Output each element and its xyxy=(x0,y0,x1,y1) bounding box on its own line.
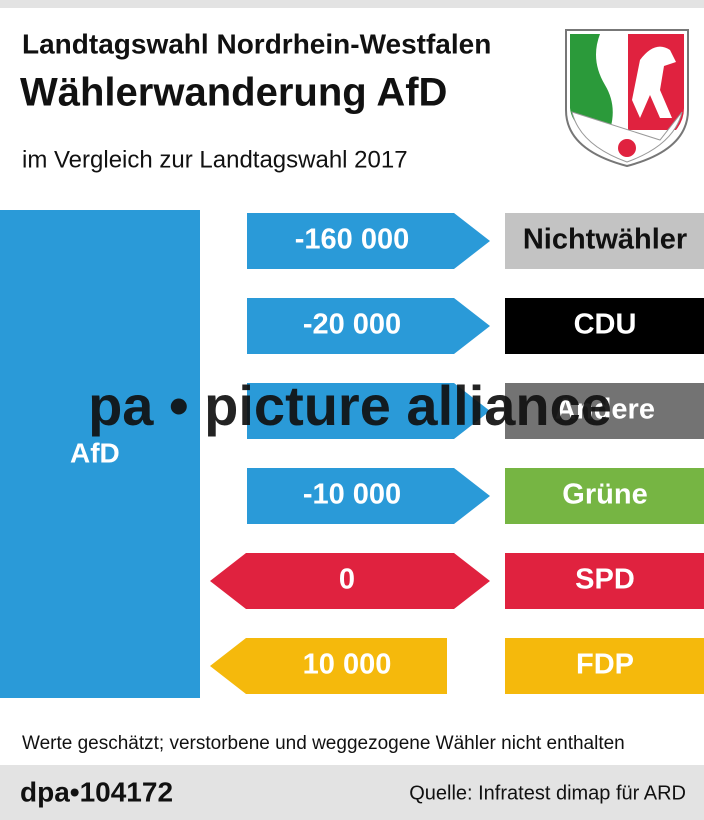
flow-arrow xyxy=(247,213,490,269)
flows: -160 000 Nichtwähler -20 000 CDU Andere -10 0… xyxy=(210,213,704,694)
party-label: Nichtwähler xyxy=(523,224,687,256)
footer-bar xyxy=(0,765,704,820)
footnote: Werte geschätzt; verstorbene und weggezo… xyxy=(22,733,625,754)
watermark: pa • picture alliance xyxy=(88,374,612,437)
party-box xyxy=(505,468,704,524)
party-box xyxy=(505,298,704,354)
credit: dpa•104172 xyxy=(20,776,173,807)
flow-value: -10 000 xyxy=(303,479,401,511)
flow-arrow xyxy=(247,383,490,439)
title: Landtagswahl Nordrhein-Westfalen xyxy=(22,28,491,59)
coat-of-arms xyxy=(565,29,689,168)
flow-arrow xyxy=(247,468,490,524)
party-box xyxy=(505,213,704,269)
flow-arrow xyxy=(210,638,447,694)
headline: Wählerwanderung AfD xyxy=(20,71,447,115)
flow-value: -20 000 xyxy=(303,309,401,341)
source: Quelle: Infratest dimap für ARD xyxy=(409,782,686,804)
party-box xyxy=(505,553,704,609)
flow-arrow xyxy=(247,298,490,354)
party-label: Grüne xyxy=(562,479,647,511)
flow-value: 0 xyxy=(339,564,355,596)
subtitle: im Vergleich zur Landtagswahl 2017 xyxy=(22,146,408,173)
party-label: FDP xyxy=(576,649,634,681)
party-label: SPD xyxy=(575,564,635,596)
target-bar xyxy=(0,210,200,698)
top-strip xyxy=(0,0,704,8)
party-label: CDU xyxy=(574,309,637,341)
target-label: AfD xyxy=(70,437,120,468)
flow-value: 10 000 xyxy=(303,649,392,681)
flow-value: -160 000 xyxy=(295,224,410,256)
party-box xyxy=(505,383,704,439)
flow-arrow xyxy=(210,553,490,609)
party-label: Andere xyxy=(555,394,655,426)
party-box xyxy=(505,638,704,694)
